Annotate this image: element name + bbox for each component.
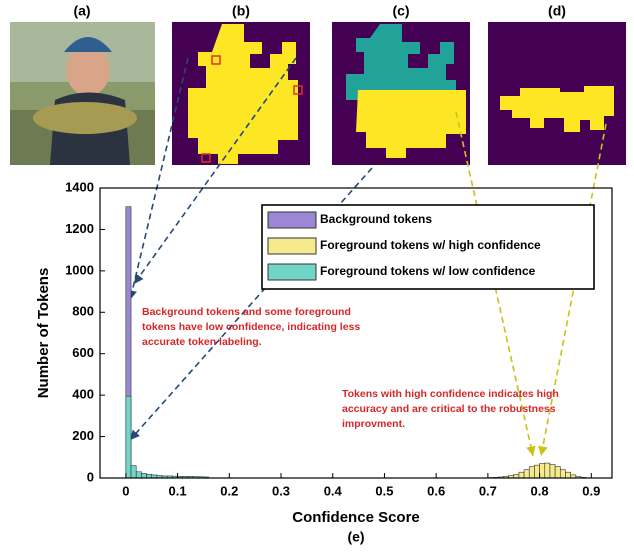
caption: (e) bbox=[347, 529, 364, 545]
y-tick-label: 1400 bbox=[65, 179, 94, 194]
histogram-bar bbox=[529, 467, 534, 478]
histogram-bar bbox=[560, 470, 565, 478]
histogram-bar bbox=[524, 470, 529, 478]
x-tick-label: 0.3 bbox=[272, 483, 290, 498]
histogram-bar bbox=[534, 465, 539, 478]
histogram-bar bbox=[555, 467, 560, 478]
panel-label: (a) bbox=[73, 3, 90, 19]
x-tick-label: 0.5 bbox=[375, 483, 393, 498]
x-tick-label: 0.4 bbox=[324, 483, 343, 498]
annotation: Tokens with high confidence indicates hi… bbox=[342, 388, 559, 400]
x-axis-title: Confidence Score bbox=[292, 509, 420, 526]
figure: (a) (b) (c) (d) (e) 0 200 400 600 800 1000 1200 1400… bbox=[0, 0, 634, 552]
histogram-bar bbox=[540, 464, 545, 479]
y-tick-label: 400 bbox=[72, 387, 94, 402]
y-tick-label: 1000 bbox=[65, 262, 94, 277]
legend-swatch bbox=[268, 212, 316, 228]
mask-d bbox=[488, 22, 626, 165]
annotation: improvment. bbox=[342, 418, 405, 430]
annotation: Background tokens and some foreground bbox=[142, 306, 351, 318]
legend-label: Background tokens bbox=[320, 212, 432, 226]
panel-label: (c) bbox=[392, 3, 409, 19]
x-tick-label: 0.2 bbox=[220, 483, 238, 498]
panel-label: (d) bbox=[548, 3, 566, 19]
histogram-bar bbox=[545, 463, 550, 478]
page: {"chart_data": { "type": "histogram", "p… bbox=[0, 0, 634, 552]
annotation: accuracy and are critical to the robustn… bbox=[342, 403, 556, 415]
x-tick-label: 0.8 bbox=[531, 483, 549, 498]
panel-label: (b) bbox=[232, 3, 250, 19]
x-tick-label: 0.6 bbox=[427, 483, 445, 498]
x-tick-label: 0.9 bbox=[582, 483, 600, 498]
legend-swatch bbox=[268, 264, 316, 280]
annotation: accurate token labeling. bbox=[142, 336, 262, 348]
annotation: tokens have low confidence, indicating l… bbox=[142, 321, 360, 333]
histogram-bar bbox=[126, 396, 131, 478]
legend-swatch bbox=[268, 238, 316, 254]
legend-label: Foreground tokens w/ low confidence bbox=[320, 264, 536, 278]
mask-c bbox=[332, 22, 470, 165]
y-tick-label: 0 bbox=[87, 469, 94, 484]
x-tick-label: 0.7 bbox=[479, 483, 497, 498]
y-tick-label: 800 bbox=[72, 304, 94, 319]
x-tick-label: 0 bbox=[122, 483, 129, 498]
y-tick-label: 1200 bbox=[65, 221, 94, 236]
histogram-bar bbox=[565, 472, 570, 478]
histogram-bar bbox=[141, 473, 146, 478]
y-tick-label: 600 bbox=[72, 345, 94, 360]
y-axis-title: Number of Tokens bbox=[35, 268, 52, 399]
mask-b bbox=[172, 22, 310, 165]
histogram-bar bbox=[550, 465, 555, 478]
histogram-bar bbox=[131, 466, 136, 478]
histogram-bar bbox=[519, 472, 524, 478]
y-tick-label: 200 bbox=[72, 428, 94, 443]
legend-label: Foreground tokens w/ high confidence bbox=[320, 238, 541, 252]
x-tick-label: 0.1 bbox=[169, 483, 187, 498]
histogram-bar bbox=[136, 472, 141, 478]
photo bbox=[10, 22, 155, 165]
